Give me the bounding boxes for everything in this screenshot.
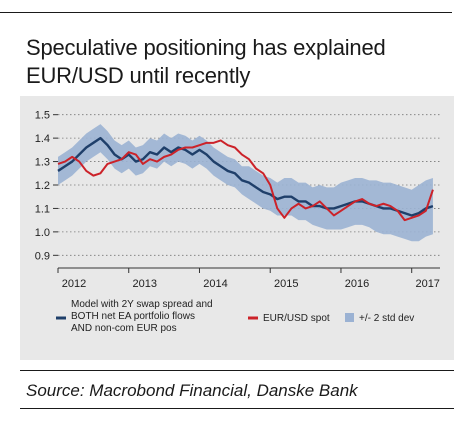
y-tick-label: 1.0 — [35, 227, 50, 239]
legend-label-model: AND non-com EUR pos — [71, 323, 177, 334]
source-rule — [20, 370, 454, 371]
chart: 0.9 1.0 1.1 1.2 1.3 1.4 1.5 2012 2013 2014 2015 201… — [35, 110, 440, 334]
series-layer — [57, 136, 434, 222]
bottom-rule — [20, 408, 454, 409]
x-tick-label: 2012 — [62, 278, 86, 290]
series-line-spot — [57, 139, 434, 222]
legend-label-band: +/- 2 std dev — [359, 313, 414, 324]
legend-label-spot: EUR/USD spot — [263, 313, 330, 324]
x-tick-label: 2016 — [345, 278, 369, 290]
source-note: Source: Macrobond Financial, Danske Bank — [26, 381, 358, 400]
y-tick-label: 1.4 — [35, 133, 50, 145]
axis-layer: 0.9 1.0 1.1 1.2 1.3 1.4 1.5 2012 2013 2014 2015 201… — [35, 110, 440, 290]
y-tick-label: 1.5 — [35, 110, 50, 122]
y-tick-label: 1.2 — [35, 180, 50, 192]
y-tick-label: 1.3 — [35, 157, 50, 169]
x-tick-label: 2015 — [274, 278, 298, 290]
y-tick-label: 1.1 — [35, 203, 50, 215]
chart-title: Speculative positioning has explained EU… — [26, 35, 386, 88]
x-tick-label: 2014 — [203, 278, 227, 290]
top-rule — [0, 12, 452, 13]
legend-swatch-band — [345, 313, 354, 322]
y-tick-label: 0.9 — [35, 250, 50, 262]
legend-label-model: Model with 2Y swap spread and — [71, 299, 213, 310]
x-tick-label: 2017 — [415, 278, 439, 290]
legend-label-model: BOTH net EA portfolio flows — [71, 311, 195, 322]
x-tick-label: 2013 — [132, 278, 156, 290]
